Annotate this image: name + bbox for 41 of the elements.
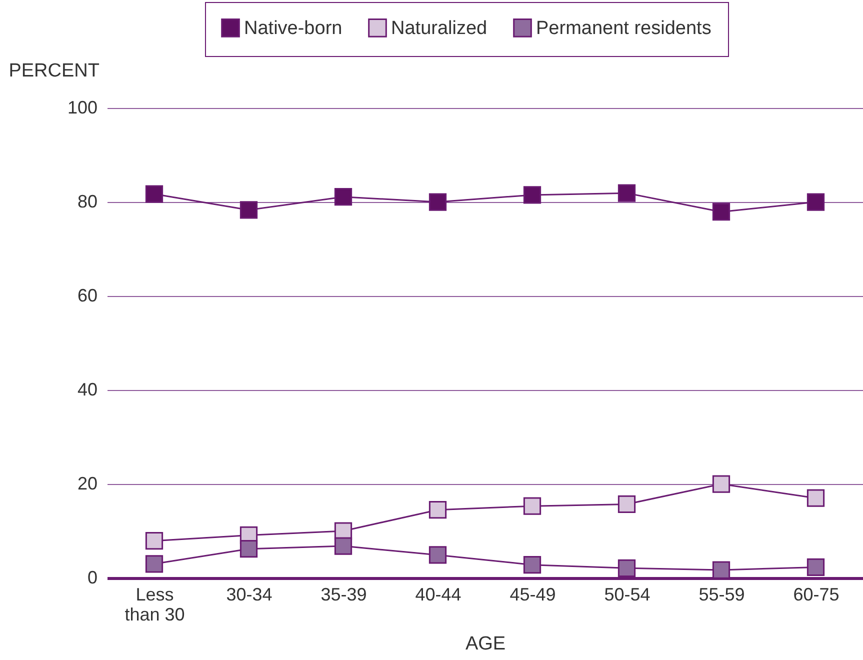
point — [712, 561, 730, 579]
legend-label: Permanent residents — [536, 18, 712, 39]
y-tick-label: 20 — [77, 474, 98, 494]
point — [523, 186, 542, 204]
y-axis-title: PERCENT — [8, 60, 100, 82]
x-tick-label: 55-59 — [698, 584, 745, 604]
point — [712, 203, 730, 221]
point — [618, 495, 636, 514]
point — [806, 489, 825, 507]
y-tick-label: 0 — [87, 568, 98, 588]
y-tick-label: 80 — [77, 192, 98, 212]
x-tick-label: 60-75 — [793, 584, 840, 604]
point — [145, 532, 164, 550]
point — [806, 193, 825, 211]
point — [145, 185, 164, 203]
point — [523, 556, 542, 574]
x-axis-title: AGE — [465, 634, 506, 654]
y-tick-label: 40 — [77, 380, 98, 400]
legend-label: Native-born — [244, 18, 342, 39]
point — [334, 188, 352, 206]
legend-label: Naturalized — [391, 18, 488, 39]
x-tick-label: 30-34 — [226, 584, 272, 604]
point — [145, 555, 164, 573]
point — [428, 546, 447, 564]
x-tick-label: 40-44 — [415, 584, 462, 604]
y-tick-label: 100 — [67, 98, 98, 118]
point — [618, 559, 636, 577]
x-tick-label: 35-39 — [320, 584, 367, 604]
point — [240, 540, 258, 558]
point — [240, 201, 258, 219]
point — [806, 558, 825, 576]
x-tick-label: 45-49 — [510, 584, 556, 604]
point — [712, 475, 730, 493]
point — [428, 193, 447, 211]
x-tick-label: Less than 30 — [124, 584, 185, 624]
point — [523, 497, 542, 515]
point — [618, 184, 636, 202]
y-tick-label: 60 — [77, 286, 98, 306]
point — [334, 537, 352, 555]
x-tick-label: 50-54 — [604, 584, 650, 604]
point — [428, 501, 447, 519]
